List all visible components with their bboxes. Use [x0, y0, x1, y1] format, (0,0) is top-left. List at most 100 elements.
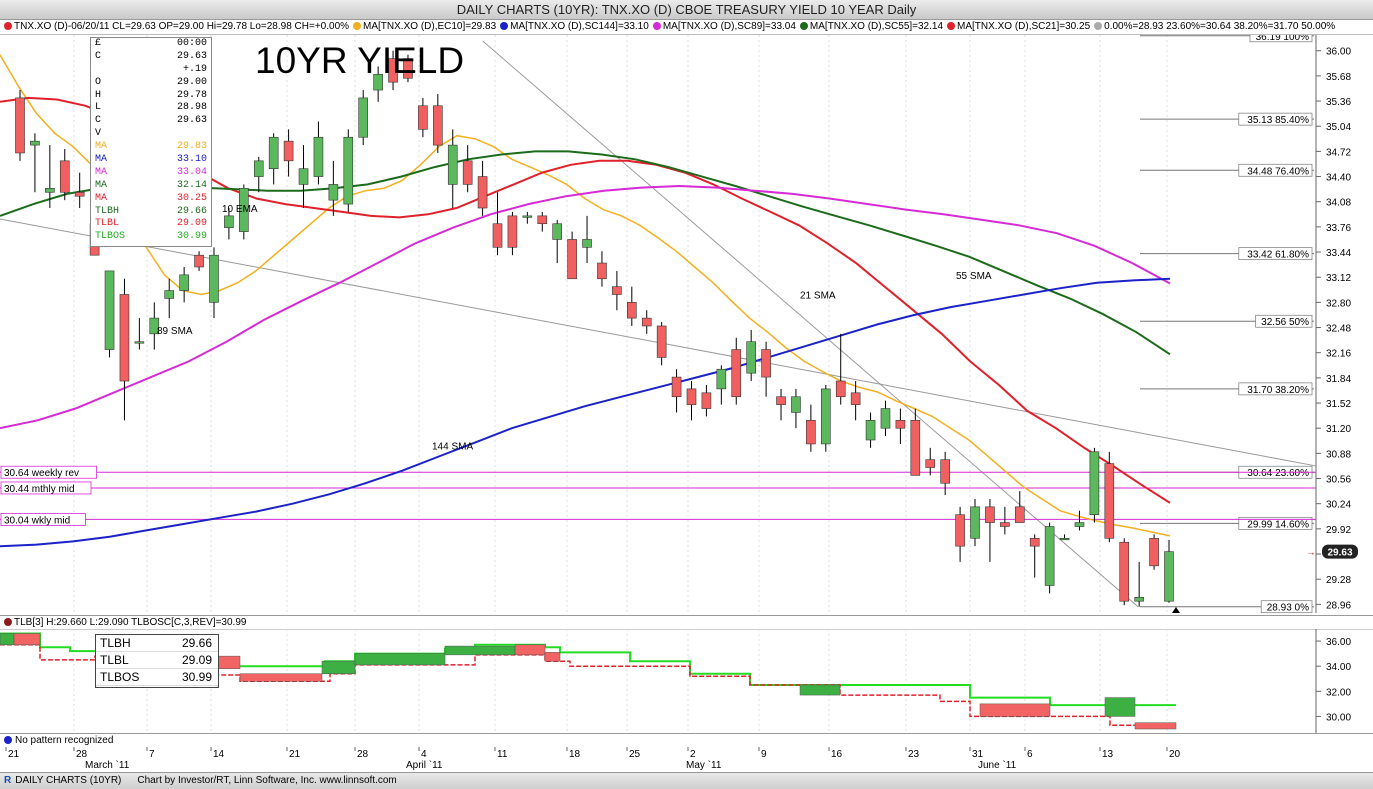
data-window-value: 33.04: [176, 166, 207, 178]
data-window-label: MA: [95, 154, 108, 166]
candle-up: [716, 368, 727, 390]
x-day-label: 14: [213, 749, 225, 760]
legend-item: MA[TNX.XO (D),EC10]=29.83: [363, 21, 497, 32]
data-window-label: C: [95, 115, 102, 127]
tlb-brick-down: [514, 644, 546, 656]
tlb-values-box: TLBH 29.66 TLBL 29.09 TLBOS 30.99: [95, 634, 219, 688]
data-window-label: TLBH: [95, 205, 120, 217]
tlb-box-value: 30.99: [181, 670, 212, 684]
fib-label: 30.64 23.60%: [1247, 468, 1309, 479]
tlb-brick-down: [13, 633, 41, 646]
status-credit: Chart by Investor/RT, Linn Software, Inc…: [137, 775, 397, 786]
x-day-label: 23: [908, 749, 920, 760]
tlb-brick-down: [544, 652, 561, 662]
x-day-label: 28: [76, 749, 88, 760]
y-tick-label: 30.24: [1326, 500, 1351, 511]
data-window-value: 29.66: [176, 205, 207, 217]
x-day-label: 6: [1027, 749, 1033, 760]
x-day-label: 31: [972, 749, 984, 760]
candle-down: [477, 176, 488, 209]
candle-up: [746, 341, 756, 374]
candle-down: [701, 392, 712, 409]
triangle-marker-icon: [1172, 607, 1180, 613]
candle-up: [343, 136, 354, 205]
y-tick-label: 32.16: [1326, 349, 1351, 360]
candle-down: [597, 262, 607, 280]
y-tick-label: 31.20: [1326, 424, 1351, 435]
candle-down: [59, 160, 70, 193]
data-window-value: 00:00: [176, 38, 207, 49]
data-window-label: MA: [95, 141, 108, 153]
y-tick-label: 34.08: [1326, 198, 1351, 209]
legend-dot-icon: [947, 22, 956, 30]
candle-down: [194, 254, 204, 268]
fib-label: 32.56 50%: [1261, 317, 1309, 328]
data-window-row: MA 33.10: [91, 154, 211, 167]
candle-up: [447, 144, 458, 185]
data-window-label: TLBL: [95, 218, 120, 230]
tlb-brick-up: [0, 633, 15, 646]
x-month-label: June `11: [978, 759, 1017, 771]
x-day-label: 18: [569, 749, 581, 760]
tlb-tick-label: 30.00: [1326, 712, 1351, 723]
y-tick-label: 35.68: [1326, 72, 1351, 83]
candle-down: [1104, 463, 1115, 539]
x-day-label: 2: [690, 749, 696, 760]
app-logo-icon: R: [4, 775, 12, 786]
data-window-value: 29.63: [176, 115, 207, 127]
data-window-row: C 29.63: [91, 51, 211, 64]
data-window-value: 32.14: [176, 179, 207, 191]
tlb-tick-label: 34.00: [1326, 662, 1351, 673]
candle-down: [835, 380, 846, 398]
candle-up: [239, 188, 249, 232]
candle-down: [403, 58, 413, 79]
fib-label-box: [1238, 163, 1313, 177]
x-day-label: 11: [497, 749, 508, 760]
tlb-box-label: TLBOS: [100, 670, 140, 684]
candle-down: [567, 239, 577, 280]
candle-up: [373, 74, 383, 91]
y-tick-label: 33.44: [1326, 248, 1351, 259]
candle-down: [761, 349, 771, 378]
candle-down: [1149, 537, 1159, 567]
candle-down: [686, 388, 697, 405]
ma-annotation: 10 EMA: [222, 204, 258, 215]
candle-up: [209, 254, 219, 303]
candle-down: [925, 459, 936, 468]
y-tick-label: 31.52: [1326, 399, 1351, 410]
last-price-label: 29.63: [1327, 548, 1352, 559]
tlb-chart[interactable]: 36.00 34.00 32.00 30.00: [0, 629, 1373, 733]
fib-label-box: [1238, 517, 1313, 530]
data-window-row: V: [91, 128, 211, 141]
y-tick-label: 32.80: [1326, 298, 1351, 309]
candle-up: [970, 506, 980, 539]
candle-up: [224, 215, 234, 228]
tlb-brick-up: [444, 645, 516, 656]
x-day-label: 9: [761, 749, 767, 760]
pivot-label: 30.64 weekly rev: [4, 468, 79, 479]
fib-label-box: [1260, 600, 1313, 614]
ma-annotation: 55 SMA: [956, 271, 992, 282]
fib-label: 33.42 61.80%: [1247, 250, 1309, 261]
candle-up: [820, 388, 831, 445]
candle-down: [776, 396, 786, 405]
data-window-row: O 29.00: [91, 77, 211, 90]
candle-down: [15, 97, 25, 154]
x-day-label: 13: [1102, 749, 1114, 760]
x-day-label: 21: [8, 749, 20, 760]
data-window-label: MA: [95, 179, 108, 191]
tlb-brick-up: [799, 684, 841, 696]
data-window-label: MA: [95, 166, 108, 178]
price-chart[interactable]: 36.00 35.68 35.36 35.04 34.72 34.40 34.08 33.76…: [0, 35, 1373, 615]
data-window: £00:00 C 29.63 +.19 O 29.00 H 29.78 L 28.98 C 29.63…: [90, 37, 212, 247]
tlb-brick-down: [239, 673, 323, 682]
candle-up: [1044, 526, 1055, 586]
candle-up: [522, 215, 533, 218]
tlb-box-row: TLBL 29.09: [96, 652, 218, 669]
data-window-row: MA 32.14: [91, 180, 211, 193]
pattern-bar: No pattern recognized: [0, 733, 1373, 747]
tlb-box-label: TLBH: [100, 636, 131, 650]
x-month-label: March `11: [85, 759, 130, 771]
data-window-value: 30.99: [176, 231, 207, 243]
candle-up: [865, 420, 876, 441]
